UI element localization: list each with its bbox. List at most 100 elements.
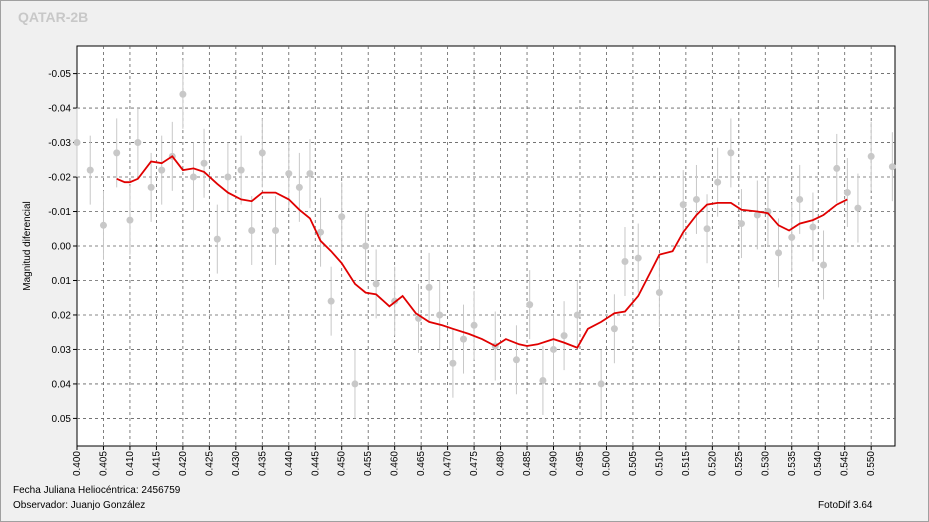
x-tick-label: 0.500	[601, 451, 612, 476]
data-point	[526, 301, 534, 309]
x-tick-label: 0.515	[681, 451, 692, 476]
data-point	[285, 170, 293, 178]
x-tick-label: 0.510	[654, 451, 665, 476]
data-point	[655, 289, 663, 297]
data-point	[610, 325, 618, 333]
data-point	[714, 178, 722, 186]
y-tick-label: -0.02	[48, 173, 71, 184]
x-tick-label: 0.460	[390, 451, 401, 476]
data-point	[679, 201, 687, 209]
data-point	[692, 195, 700, 203]
axis-ticks: 0.400 0.405 0.410 0.415 0.420 0.425 0.430 0.435…	[48, 69, 877, 476]
data-point	[362, 242, 370, 250]
x-tick-label: 0.415	[151, 451, 162, 476]
x-tick-label: 0.545	[840, 451, 851, 476]
data-point	[248, 226, 256, 234]
x-tick-label: 0.505	[628, 451, 639, 476]
x-tick-label: 0.550	[866, 451, 877, 476]
data-point	[272, 226, 280, 234]
y-axis-label: Magnitud diferencial	[22, 201, 33, 291]
data-point	[338, 213, 346, 221]
y-tick-label: 0.00	[52, 242, 72, 253]
data-point	[470, 321, 478, 329]
x-tick-label: 0.445	[310, 451, 321, 476]
data-points	[73, 59, 896, 419]
data-point	[436, 311, 444, 319]
data-point	[295, 183, 303, 191]
x-tick-label: 0.440	[284, 451, 295, 476]
data-point	[459, 335, 467, 343]
y-tick-label: 0.05	[52, 414, 72, 425]
data-point	[179, 90, 187, 98]
y-tick-label: -0.05	[48, 69, 71, 80]
x-tick-label: 0.425	[204, 451, 215, 476]
chart-title: QATAR-2B	[18, 9, 89, 25]
data-point	[867, 152, 875, 160]
data-point	[560, 332, 568, 340]
trend-line-path	[116, 155, 848, 349]
trend-line	[116, 155, 848, 349]
data-point	[306, 170, 314, 178]
x-tick-label: 0.490	[549, 451, 560, 476]
x-tick-label: 0.475	[469, 451, 480, 476]
data-point	[213, 235, 221, 243]
x-tick-label: 0.405	[98, 451, 109, 476]
y-tick-label: 0.04	[52, 379, 72, 390]
x-tick-label: 0.450	[337, 451, 348, 476]
data-point	[200, 159, 208, 167]
data-point	[99, 221, 107, 229]
data-point	[843, 189, 851, 197]
observer-label: Observador: Juanjo González	[13, 500, 146, 511]
y-tick-label: 0.01	[52, 276, 72, 287]
data-point	[634, 254, 642, 262]
data-point	[147, 183, 155, 191]
data-point	[573, 311, 581, 319]
data-point	[788, 233, 796, 241]
data-point	[597, 380, 605, 388]
data-point	[775, 249, 783, 257]
data-point	[621, 258, 629, 266]
y-tick-label: 0.02	[52, 310, 72, 321]
x-tick-label: 0.465	[416, 451, 427, 476]
data-point	[126, 216, 134, 224]
x-tick-label: 0.410	[125, 451, 136, 476]
data-point	[425, 283, 433, 291]
x-tick-label: 0.520	[707, 451, 718, 476]
x-tick-label: 0.530	[760, 451, 771, 476]
x-tick-label: 0.430	[231, 451, 242, 476]
x-tick-label: 0.535	[787, 451, 798, 476]
x-tick-label: 0.525	[734, 451, 745, 476]
data-point	[86, 166, 94, 174]
data-point	[796, 195, 804, 203]
x-tick-label: 0.540	[813, 451, 824, 476]
data-point	[539, 376, 547, 384]
x-tick-label: 0.420	[178, 451, 189, 476]
data-point	[449, 359, 457, 367]
data-point	[158, 166, 166, 174]
data-point	[224, 173, 232, 181]
x-tick-label: 0.435	[257, 451, 268, 476]
software-version-label: FotoDif 3.64	[818, 500, 873, 511]
data-point	[550, 345, 558, 353]
data-point	[854, 204, 862, 212]
data-point	[753, 211, 761, 219]
y-tick-label: -0.04	[48, 104, 71, 115]
data-point	[237, 166, 245, 174]
data-point	[189, 173, 197, 181]
data-point	[327, 297, 335, 305]
data-point	[73, 139, 81, 147]
x-tick-label: 0.495	[575, 451, 586, 476]
data-point	[888, 163, 896, 171]
x-tick-label: 0.400	[72, 451, 83, 476]
y-tick-label: -0.01	[48, 207, 71, 218]
y-tick-label: -0.03	[48, 138, 71, 149]
x-tick-label: 0.480	[496, 451, 507, 476]
data-point	[317, 228, 325, 236]
data-point	[113, 149, 121, 157]
data-point	[703, 225, 711, 233]
data-point	[372, 280, 380, 288]
data-point	[833, 164, 841, 172]
x-tick-label: 0.470	[443, 451, 454, 476]
x-tick-label: 0.455	[363, 451, 374, 476]
data-point	[727, 149, 735, 157]
